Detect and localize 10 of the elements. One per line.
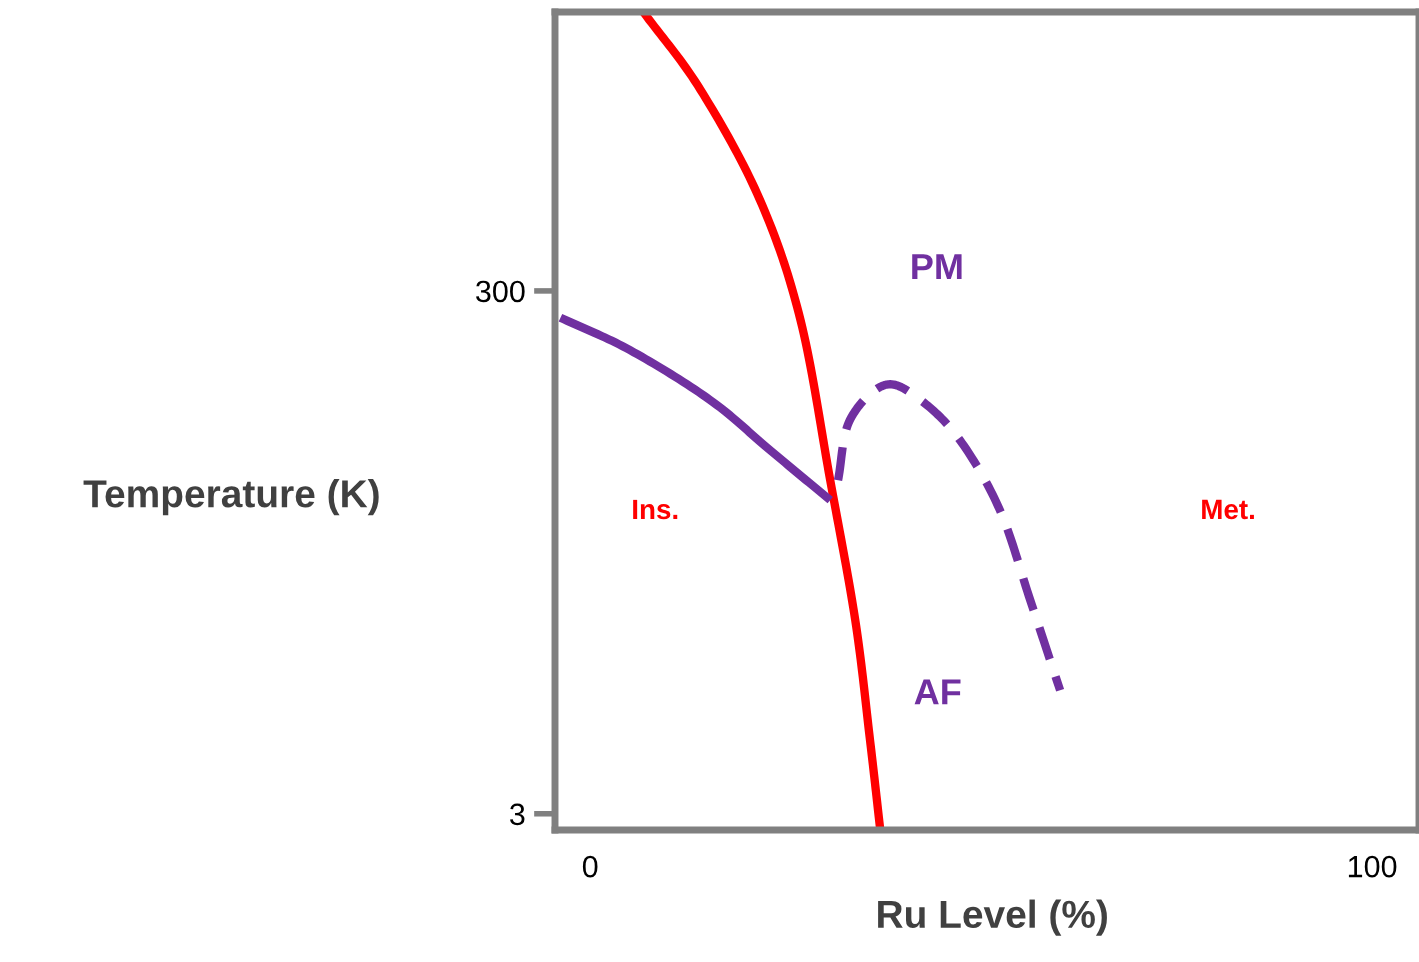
annotation: AF (914, 679, 961, 705)
y-tick-label: 300 (476, 280, 525, 303)
x-tick-label: 100 (1348, 855, 1397, 878)
annotation: Met. (1202, 499, 1254, 520)
annotation: Ins. (633, 499, 678, 520)
x-tick-label: 0 (582, 855, 598, 878)
y-tick-label: 3 (510, 803, 525, 826)
annotation: PM (912, 254, 962, 280)
y-axis-title: Temperature (K) (83, 478, 379, 516)
x-axis-title: Ru Level (%) (878, 899, 1107, 936)
